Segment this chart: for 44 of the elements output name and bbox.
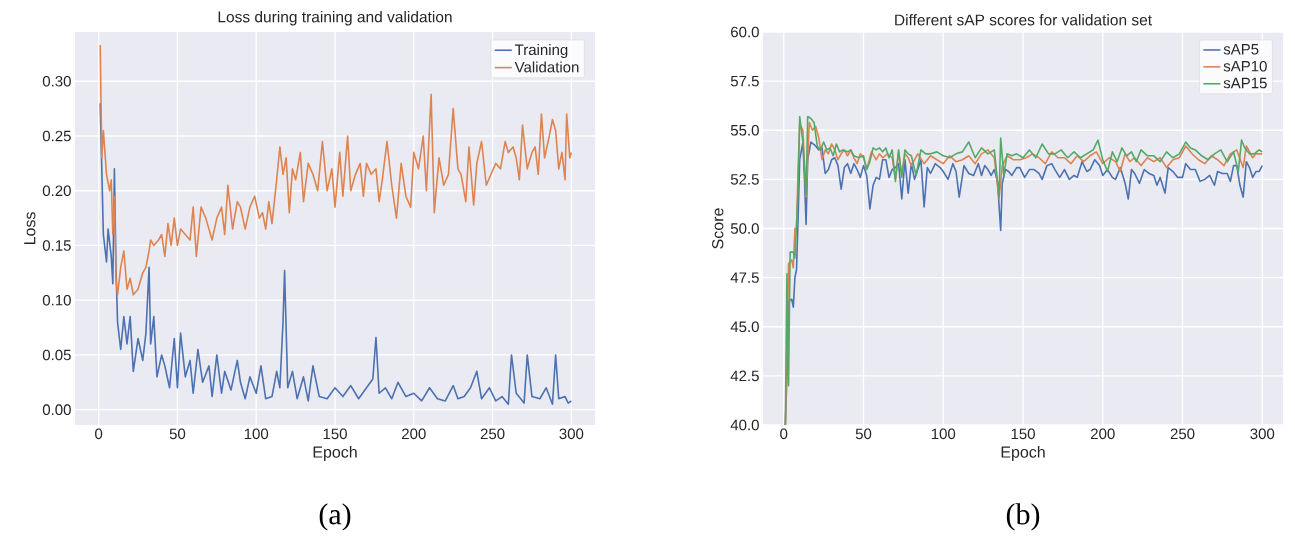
chart-title: Loss during training and validation — [218, 11, 452, 26]
y-tick-label: 60.0 — [731, 26, 759, 38]
y-tick-label: 52.5 — [730, 174, 759, 185]
y-tick-label: 50.0 — [730, 223, 759, 234]
x-tick-label: 200 — [1091, 428, 1115, 440]
y-axis-title: Loss — [24, 212, 36, 245]
y-tick-label: 0.15 — [42, 240, 71, 251]
x-axis-title: Epoch — [313, 446, 357, 461]
y-tick-label: 0.30 — [42, 75, 71, 87]
y-tick-label: 0.20 — [42, 185, 71, 197]
y-axis-title: Score — [712, 208, 724, 249]
y-tick-label: 0.05 — [42, 349, 71, 361]
text: (a) — [319, 503, 351, 531]
x-tick-label: 50 — [169, 428, 186, 440]
y-tick-label: 0.25 — [42, 130, 71, 142]
legend-label: Validation — [514, 61, 579, 73]
line-series — [99, 102, 573, 405]
y-tick-label: 57.5 — [730, 75, 759, 87]
y-tick-label: 45.0 — [730, 321, 759, 333]
legend-label: sAP10 — [1223, 60, 1267, 72]
x-tick-label: 300 — [1250, 428, 1275, 440]
y-tick-label: 47.5 — [730, 272, 759, 283]
x-tick-label: 250 — [480, 428, 505, 440]
legend-label: sAP5 — [1223, 44, 1259, 55]
y-tick-label: 0.00 — [42, 404, 71, 415]
y-tick-label: 42.5 — [730, 370, 759, 382]
x-tick-label: 0 — [780, 428, 788, 440]
x-tick-label: 250 — [1170, 428, 1195, 440]
y-tick-label: 0.10 — [42, 294, 71, 306]
x-tick-label: 0 — [95, 428, 103, 440]
x-tick-label: 100 — [244, 428, 269, 440]
y-tick-label: 40.0 — [730, 419, 759, 431]
x-axis-title: Epoch — [1001, 446, 1045, 461]
x-tick-label: 150 — [1011, 428, 1035, 440]
x-tick-label: 200 — [402, 428, 426, 440]
legend-label: sAP15 — [1223, 77, 1267, 89]
x-tick-label: 50 — [855, 428, 872, 440]
x-tick-label: 300 — [559, 428, 584, 440]
y-tick-label: 55.0 — [730, 124, 759, 136]
x-tick-label: 150 — [323, 428, 347, 440]
legend-label: Training — [514, 44, 568, 59]
x-tick-label: 100 — [931, 428, 956, 440]
chart-title: Different sAP scores for validation set — [895, 14, 1152, 26]
text: (b) — [1006, 503, 1040, 531]
